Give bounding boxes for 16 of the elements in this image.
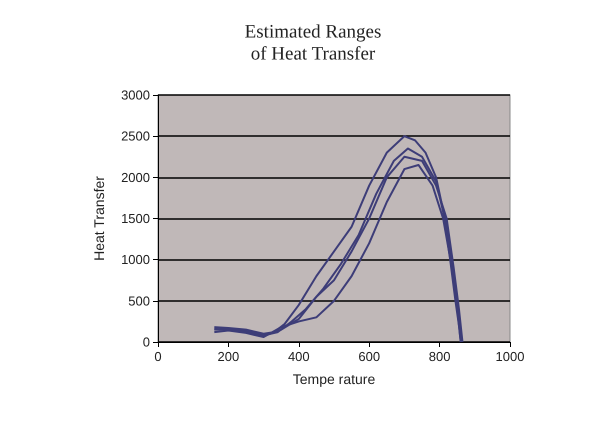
y-tick-label: 0: [142, 334, 150, 350]
y-tick-label: 3000: [121, 88, 150, 102]
x-axis-title: Tempe rature: [292, 371, 376, 387]
x-tick-label: 400: [288, 349, 310, 364]
x-tick-label: 600: [358, 349, 380, 364]
x-tick-label: 1000: [496, 349, 524, 364]
x-tick-label: 200: [218, 349, 240, 364]
y-tick-label: 1500: [121, 211, 150, 226]
y-tick-label: 2000: [121, 170, 150, 185]
y-axis-title: Heat Transfer: [91, 176, 107, 261]
y-tick-label: 500: [128, 293, 150, 308]
y-tick-label: 2500: [121, 128, 150, 144]
chart-title: Estimated Ranges of Heat Transfer: [244, 22, 382, 64]
x-tick-label: 800: [428, 349, 450, 364]
x-tick-label: 0: [154, 349, 162, 364]
y-tick-label: 1000: [121, 252, 150, 268]
